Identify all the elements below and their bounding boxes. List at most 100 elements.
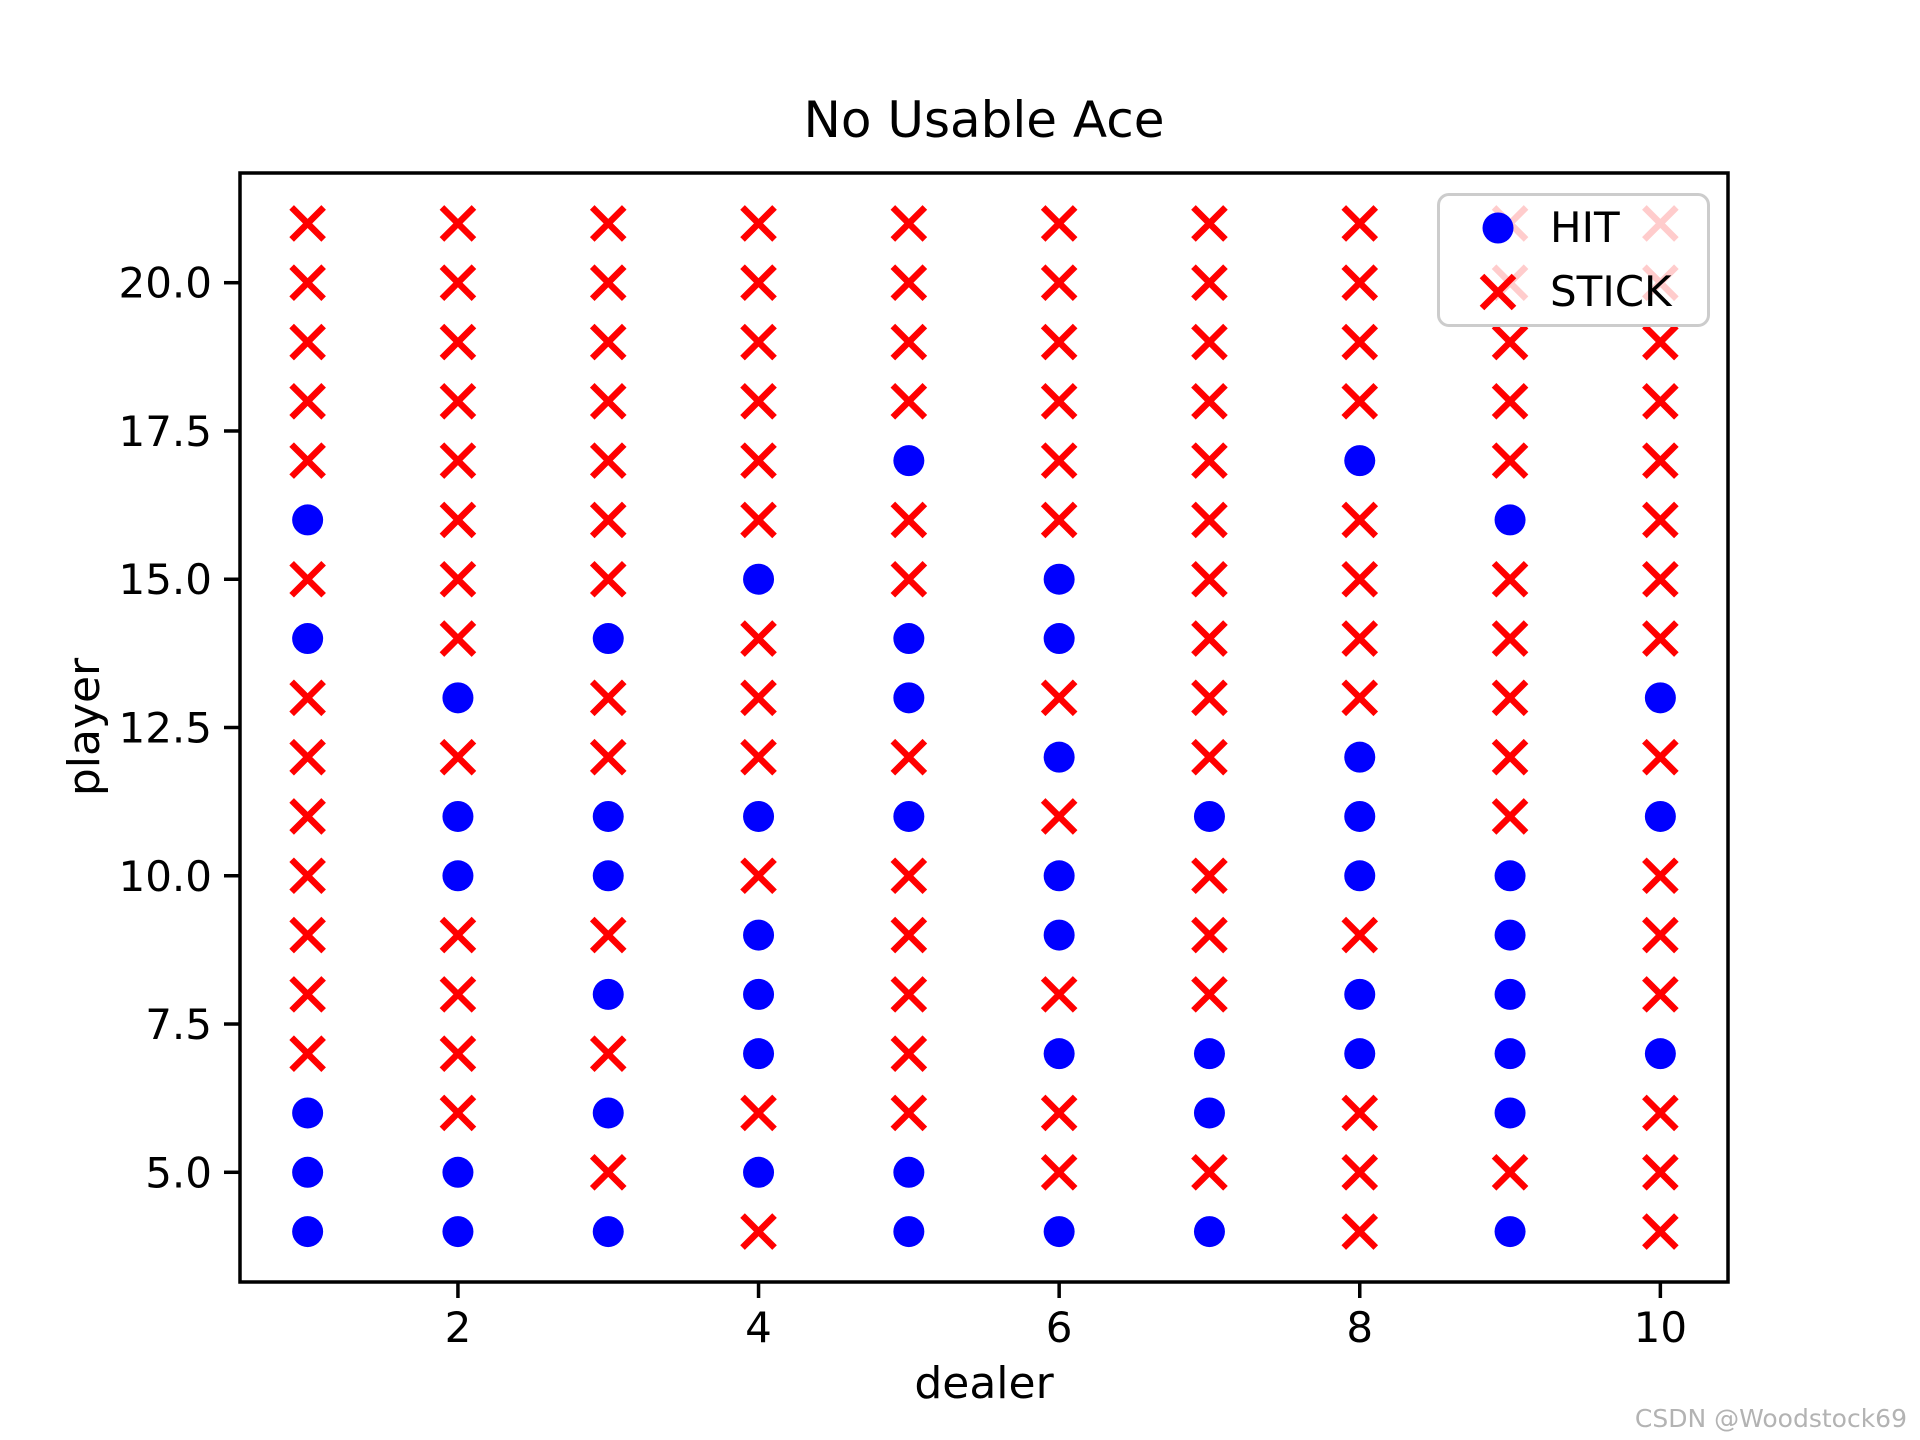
marker-hit bbox=[442, 800, 474, 832]
marker-stick bbox=[1642, 916, 1679, 954]
marker-stick bbox=[1341, 501, 1379, 539]
marker-stick bbox=[289, 976, 326, 1013]
marker-stick bbox=[1191, 916, 1228, 954]
marker-hit bbox=[1494, 860, 1526, 892]
marker-stick bbox=[740, 264, 777, 302]
marker-stick bbox=[1040, 1153, 1078, 1191]
marker-hit bbox=[442, 1156, 474, 1188]
marker-stick bbox=[439, 442, 477, 479]
marker-hit bbox=[743, 563, 775, 595]
marker-stick bbox=[1191, 383, 1228, 420]
marker-stick bbox=[1642, 501, 1679, 539]
marker-stick bbox=[439, 560, 477, 598]
legend-label-stick: STICK bbox=[1550, 266, 1672, 316]
marker-hit bbox=[743, 800, 775, 832]
marker-stick bbox=[289, 205, 326, 242]
marker-hit bbox=[292, 1156, 324, 1188]
chart-title: No Usable Ace bbox=[803, 91, 1165, 149]
marker-stick bbox=[589, 916, 627, 954]
marker-hit bbox=[1344, 741, 1376, 773]
marker-stick bbox=[1341, 620, 1379, 657]
marker-hit bbox=[592, 800, 624, 832]
marker-hit bbox=[1494, 978, 1526, 1010]
marker-stick bbox=[740, 620, 777, 657]
marker-stick bbox=[740, 857, 777, 895]
marker-hit bbox=[1043, 741, 1075, 773]
y-tick-label: 7.5 bbox=[145, 1000, 212, 1049]
x-tick-label: 10 bbox=[1634, 1303, 1687, 1352]
marker-stick bbox=[1642, 976, 1679, 1013]
marker-stick bbox=[890, 1035, 928, 1072]
marker-hit bbox=[1344, 860, 1376, 892]
marker-stick bbox=[439, 976, 477, 1013]
marker-hit bbox=[743, 1038, 775, 1070]
marker-stick bbox=[1191, 679, 1228, 717]
marker-stick bbox=[1491, 798, 1529, 835]
y-tick-label: 20.0 bbox=[118, 259, 212, 308]
marker-stick bbox=[1040, 501, 1078, 539]
marker-stick bbox=[1040, 323, 1078, 361]
marker-stick bbox=[890, 501, 928, 539]
marker-hit bbox=[1043, 860, 1075, 892]
marker-stick bbox=[1491, 560, 1529, 598]
marker-stick bbox=[289, 1035, 326, 1072]
legend-label-hit: HIT bbox=[1550, 203, 1620, 253]
marker-stick bbox=[890, 1094, 928, 1132]
marker-stick bbox=[740, 679, 777, 717]
marker-stick bbox=[1191, 323, 1228, 361]
marker-hit bbox=[592, 860, 624, 892]
marker-stick bbox=[1341, 264, 1379, 302]
marker-stick bbox=[1191, 976, 1228, 1013]
marker-stick bbox=[589, 442, 627, 479]
marker-stick bbox=[740, 501, 777, 539]
marker-stick bbox=[1642, 1153, 1679, 1191]
marker-stick bbox=[289, 916, 326, 954]
marker-hit bbox=[893, 1216, 925, 1248]
marker-stick bbox=[439, 264, 477, 302]
x-tick-label: 2 bbox=[445, 1303, 472, 1352]
marker-stick bbox=[1341, 323, 1379, 361]
marker-hit bbox=[1043, 563, 1075, 595]
marker-stick bbox=[1341, 205, 1379, 242]
marker-stick bbox=[1341, 1213, 1379, 1250]
x-axis-label: dealer bbox=[914, 1358, 1054, 1409]
marker-stick bbox=[1642, 738, 1679, 776]
marker-stick bbox=[439, 1035, 477, 1072]
marker-stick bbox=[1191, 264, 1228, 302]
marker-hit bbox=[1193, 1216, 1225, 1248]
marker-stick bbox=[1642, 1094, 1679, 1132]
marker-hit bbox=[442, 1216, 474, 1248]
marker-hit bbox=[592, 1216, 624, 1248]
marker-hit bbox=[592, 978, 624, 1010]
y-tick-label: 12.5 bbox=[118, 704, 212, 753]
marker-stick bbox=[439, 383, 477, 420]
marker-stick bbox=[740, 1213, 777, 1250]
marker-hit bbox=[442, 682, 474, 714]
marker-hit bbox=[893, 1156, 925, 1188]
marker-stick bbox=[289, 442, 326, 479]
marker-hit bbox=[1644, 800, 1676, 832]
marker-stick bbox=[1040, 205, 1078, 242]
marker-stick bbox=[890, 383, 928, 420]
marker-stick bbox=[439, 620, 477, 657]
marker-stick bbox=[1642, 383, 1679, 420]
marker-stick bbox=[890, 205, 928, 242]
marker-hit bbox=[1644, 682, 1676, 714]
x-tick-label: 4 bbox=[745, 1303, 772, 1352]
marker-stick bbox=[1341, 679, 1379, 717]
marker-stick bbox=[439, 323, 477, 361]
marker-hit bbox=[1494, 1097, 1526, 1129]
marker-hit bbox=[1494, 1038, 1526, 1070]
marker-hit bbox=[292, 504, 324, 536]
marker-stick bbox=[439, 501, 477, 539]
marker-hit bbox=[743, 978, 775, 1010]
marker-stick bbox=[589, 205, 627, 242]
marker-stick bbox=[890, 857, 928, 895]
marker-stick bbox=[1642, 857, 1679, 895]
marker-stick bbox=[740, 323, 777, 361]
marker-stick bbox=[1040, 1094, 1078, 1132]
marker-hit bbox=[1043, 1038, 1075, 1070]
marker-stick bbox=[1191, 857, 1228, 895]
marker-hit bbox=[1644, 1038, 1676, 1070]
marker-hit bbox=[743, 919, 775, 951]
